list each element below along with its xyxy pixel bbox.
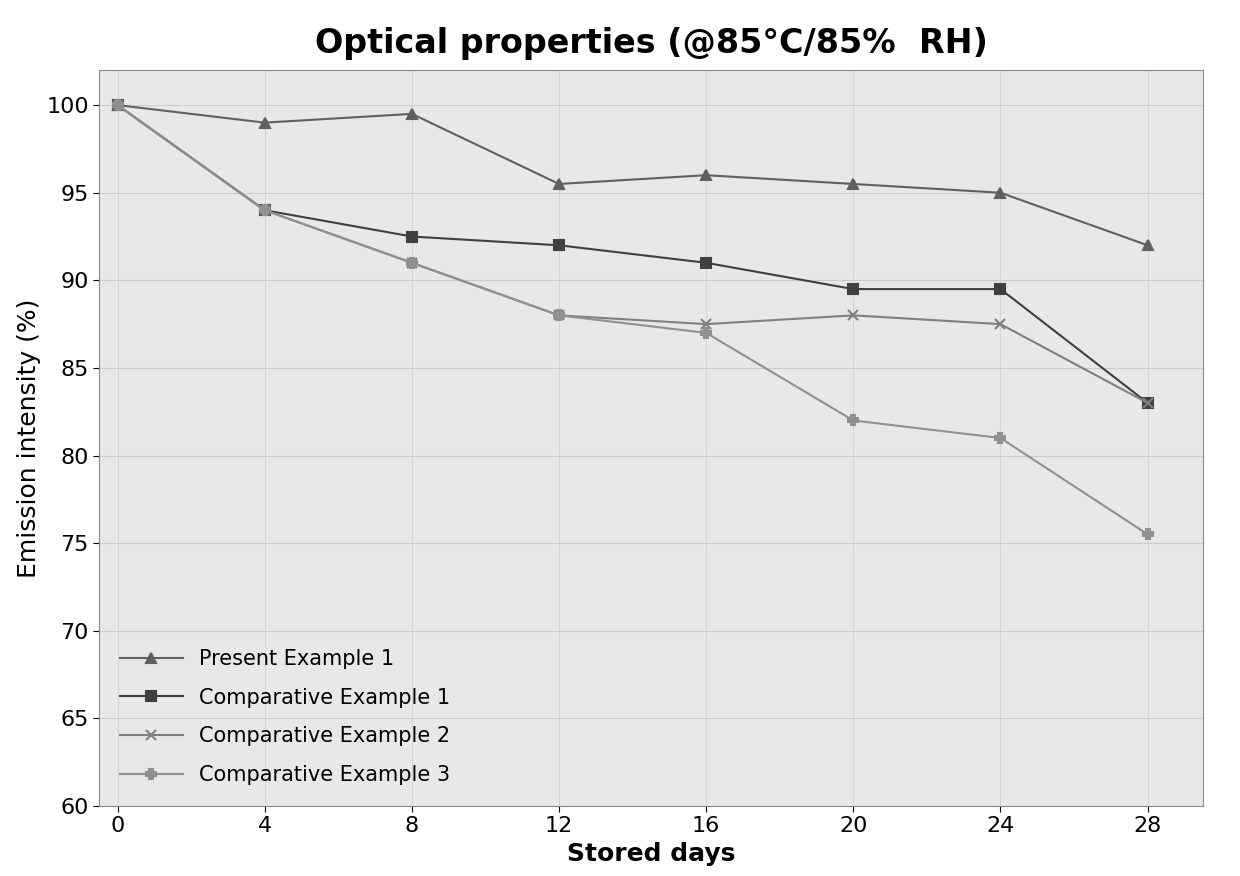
Line: Comparative Example 1: Comparative Example 1 — [113, 100, 1152, 408]
Comparative Example 1 — [1140, 398, 1154, 408]
Comparative Example 1 — [110, 100, 125, 110]
Comparative Example 1 — [993, 284, 1008, 294]
Title: Optical properties (@85°C/85%  RH): Optical properties (@85°C/85% RH) — [315, 27, 987, 60]
Present Example 1 — [552, 179, 567, 189]
Comparative Example 2 — [993, 319, 1008, 329]
Comparative Example 3 — [699, 328, 714, 338]
Comparative Example 3 — [110, 100, 125, 110]
Present Example 1 — [1140, 240, 1154, 251]
Comparative Example 3 — [1140, 529, 1154, 540]
Comparative Example 3 — [846, 415, 861, 426]
Line: Comparative Example 3: Comparative Example 3 — [113, 100, 1152, 540]
Comparative Example 2 — [552, 310, 567, 321]
Line: Comparative Example 2: Comparative Example 2 — [113, 100, 1152, 408]
Y-axis label: Emission intensity (%): Emission intensity (%) — [16, 299, 41, 577]
X-axis label: Stored days: Stored days — [567, 842, 735, 865]
Present Example 1 — [110, 100, 125, 110]
Comparative Example 3 — [993, 433, 1008, 443]
Present Example 1 — [699, 170, 714, 180]
Comparative Example 2 — [1140, 398, 1154, 408]
Present Example 1 — [258, 117, 273, 128]
Present Example 1 — [404, 109, 419, 119]
Comparative Example 1 — [846, 284, 861, 294]
Comparative Example 1 — [258, 205, 273, 215]
Comparative Example 1 — [552, 240, 567, 251]
Comparative Example 2 — [110, 100, 125, 110]
Comparative Example 1 — [699, 258, 714, 268]
Comparative Example 1 — [404, 231, 419, 242]
Comparative Example 3 — [258, 205, 273, 215]
Comparative Example 2 — [699, 319, 714, 329]
Present Example 1 — [846, 179, 861, 189]
Present Example 1 — [993, 187, 1008, 198]
Line: Present Example 1: Present Example 1 — [113, 100, 1152, 251]
Comparative Example 3 — [552, 310, 567, 321]
Legend: Present Example 1, Comparative Example 1, Comparative Example 2, Comparative Exa: Present Example 1, Comparative Example 1… — [109, 639, 461, 795]
Comparative Example 3 — [404, 258, 419, 268]
Comparative Example 2 — [404, 258, 419, 268]
Comparative Example 2 — [846, 310, 861, 321]
Comparative Example 2 — [258, 205, 273, 215]
